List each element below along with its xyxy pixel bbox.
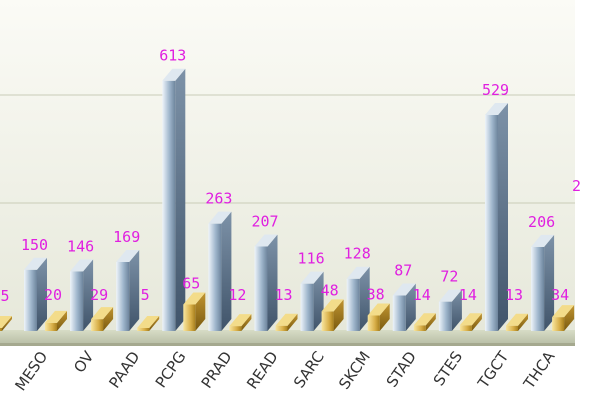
bar-series1-meso-front [24,270,37,331]
data-label-series2-meso: 20 [44,286,62,304]
data-label-series2-ov: 29 [90,286,108,304]
data-label-series2-paad: 5 [141,286,150,304]
bar-series1-prad [208,212,231,331]
data-label-series1-tgct: 529 [482,81,509,99]
data-label-series2-prad: 12 [228,286,246,304]
bar-series1-tgct-front [485,115,498,331]
bar-series1-read-side [268,234,278,331]
floor [0,330,575,344]
data-label-series1-pcpg: 613 [159,47,186,65]
data-label-series1-prad: 263 [205,190,232,208]
data-label-series2-stad: 14 [413,286,431,304]
bar-series1-pcpg-front [162,81,175,331]
data-label-series1-stad: 87 [394,261,412,279]
data-label-series1-read: 207 [251,212,278,230]
data-label-series1-skcm: 128 [344,245,371,263]
bar-series1-paad-front [116,262,129,331]
bar-series2-meso-front [45,323,57,331]
bar-series1-thca-front [531,247,544,331]
bar-series1-thca [531,235,554,331]
bar-series1-read [255,234,278,331]
data-label-series1-paad: 169 [113,228,140,246]
bar-series2-tgct-front [506,326,518,331]
data-label-series2-stes: 14 [459,286,477,304]
bar-series2-stad-front [414,325,426,331]
partial-left-bar-front [0,328,2,331]
bar-series1-stad-front [393,295,406,331]
data-label-partial-left: 5 [0,287,9,305]
data-label-series1-thca: 206 [528,213,555,231]
data-label-series2-thca: 34 [551,286,569,304]
bar-series2-paad-front [137,328,149,331]
data-label-series1-meso: 150 [21,236,48,254]
data-label-series2-tgct: 13 [505,286,523,304]
bar-series1-paad [116,250,139,331]
data-label-series1-sarc: 116 [298,250,325,268]
data-label-series2-read: 13 [274,286,292,304]
bar-series1-prad-side [221,212,231,331]
bar-series1-read-front [255,246,268,331]
bar-series1-prad-front [208,224,221,331]
bar-series2-stes-front [460,325,472,331]
bar-series2-thca-front [552,317,564,331]
data-label-series1-stes: 72 [440,268,458,286]
bar-series2-read-front [276,326,288,331]
data-label-partial-right: 2 [572,177,581,195]
bar-series2-pcpg-front [183,304,195,331]
bar-series2-skcm-front [368,315,380,331]
data-label-series1-ov: 146 [67,237,94,255]
bar-series1-paad-side [129,250,139,331]
bar-series1-ov-front [70,271,83,331]
data-label-series2-pcpg: 65 [182,274,200,292]
bar-series1-stes-front [439,302,452,331]
floor-edge [0,343,575,346]
data-label-series2-sarc: 48 [321,281,339,299]
bar-series2-ov-front [91,319,103,331]
bar-series1-sarc-front [301,284,314,331]
bar-series1-skcm-front [347,279,360,331]
bar-series2-prad-front [229,326,241,331]
data-label-series2-skcm: 38 [367,285,385,303]
bar-series2-sarc-front [322,311,334,331]
